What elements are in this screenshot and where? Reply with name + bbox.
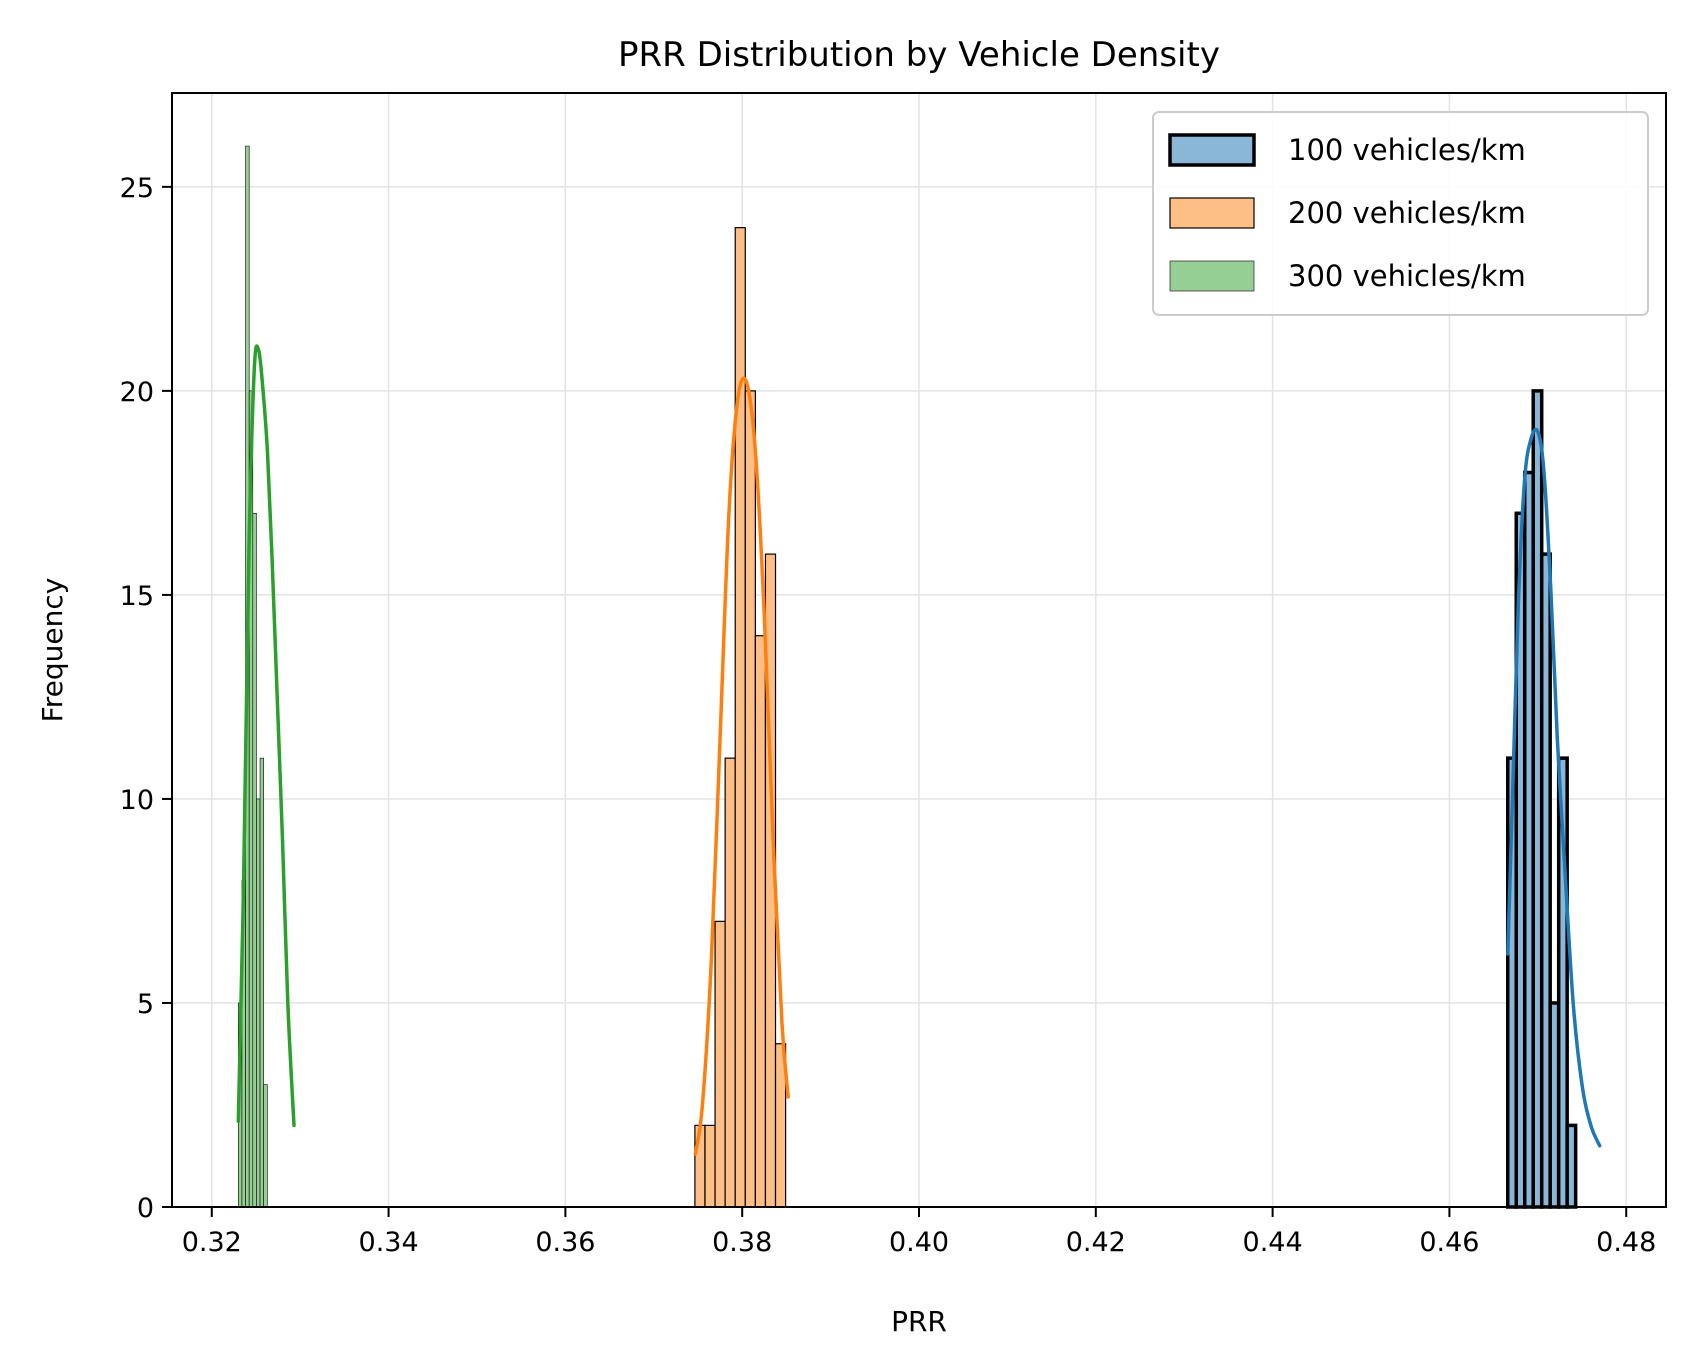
density-curve bbox=[236, 344, 296, 1128]
x-axis-label: PRR bbox=[891, 1305, 947, 1338]
y-tick-label: 25 bbox=[120, 173, 154, 204]
x-tick-label: 0.44 bbox=[1243, 1227, 1303, 1258]
x-tick-label: 0.34 bbox=[359, 1227, 419, 1258]
legend: 100 vehicles/km 200 vehicles/km 300 vehicl… bbox=[1152, 111, 1649, 316]
histogram-bar bbox=[1565, 1123, 1578, 1209]
legend-swatch bbox=[1169, 197, 1255, 229]
histogram-bar bbox=[754, 635, 767, 1208]
x-tick-label: 0.38 bbox=[712, 1227, 772, 1258]
x-tick-label: 0.36 bbox=[535, 1227, 595, 1258]
histogram-bar bbox=[704, 1124, 716, 1208]
histogram-bar bbox=[734, 227, 746, 1208]
y-tick-label: 20 bbox=[120, 377, 154, 408]
y-tick-label: 5 bbox=[137, 989, 154, 1020]
density-curves bbox=[236, 344, 1602, 1156]
y-tick-label: 15 bbox=[120, 581, 154, 612]
y-tick-label: 0 bbox=[137, 1193, 154, 1224]
histogram-bar bbox=[259, 757, 264, 1208]
x-tick-label: 0.46 bbox=[1419, 1227, 1479, 1258]
density-curve bbox=[1506, 427, 1602, 1148]
x-tick-label: 0.40 bbox=[889, 1227, 949, 1258]
legend-label: 200 vehicles/km bbox=[1288, 196, 1526, 230]
histogram-bar bbox=[724, 757, 736, 1208]
y-axis-label: Frequency bbox=[36, 578, 69, 723]
histogram-bar bbox=[256, 798, 261, 1208]
x-tick-label: 0.48 bbox=[1596, 1227, 1656, 1258]
histogram-bar bbox=[252, 513, 257, 1208]
chart-title: PRR Distribution by Vehicle Density bbox=[618, 35, 1220, 75]
y-tick-label: 10 bbox=[120, 785, 154, 816]
histogram-bar bbox=[744, 390, 756, 1208]
histogram-bar bbox=[714, 920, 726, 1208]
legend-label: 100 vehicles/km bbox=[1288, 133, 1526, 167]
legend-swatch bbox=[1169, 260, 1255, 292]
y-axis-ticks: 0 5 10 15 20 25 bbox=[120, 173, 172, 1224]
legend-frame bbox=[1152, 111, 1649, 316]
legend-swatch bbox=[1168, 133, 1256, 167]
x-tick-label: 0.42 bbox=[1066, 1227, 1126, 1258]
density-curve bbox=[693, 376, 790, 1156]
histogram-bar bbox=[263, 1084, 268, 1208]
x-tick-label: 0.32 bbox=[182, 1227, 242, 1258]
x-axis-ticks: 0.32 0.34 0.36 0.38 0.40 0.42 0.44 0.46 0.48 bbox=[182, 1207, 1656, 1258]
legend-label: 300 vehicles/km bbox=[1288, 259, 1526, 293]
